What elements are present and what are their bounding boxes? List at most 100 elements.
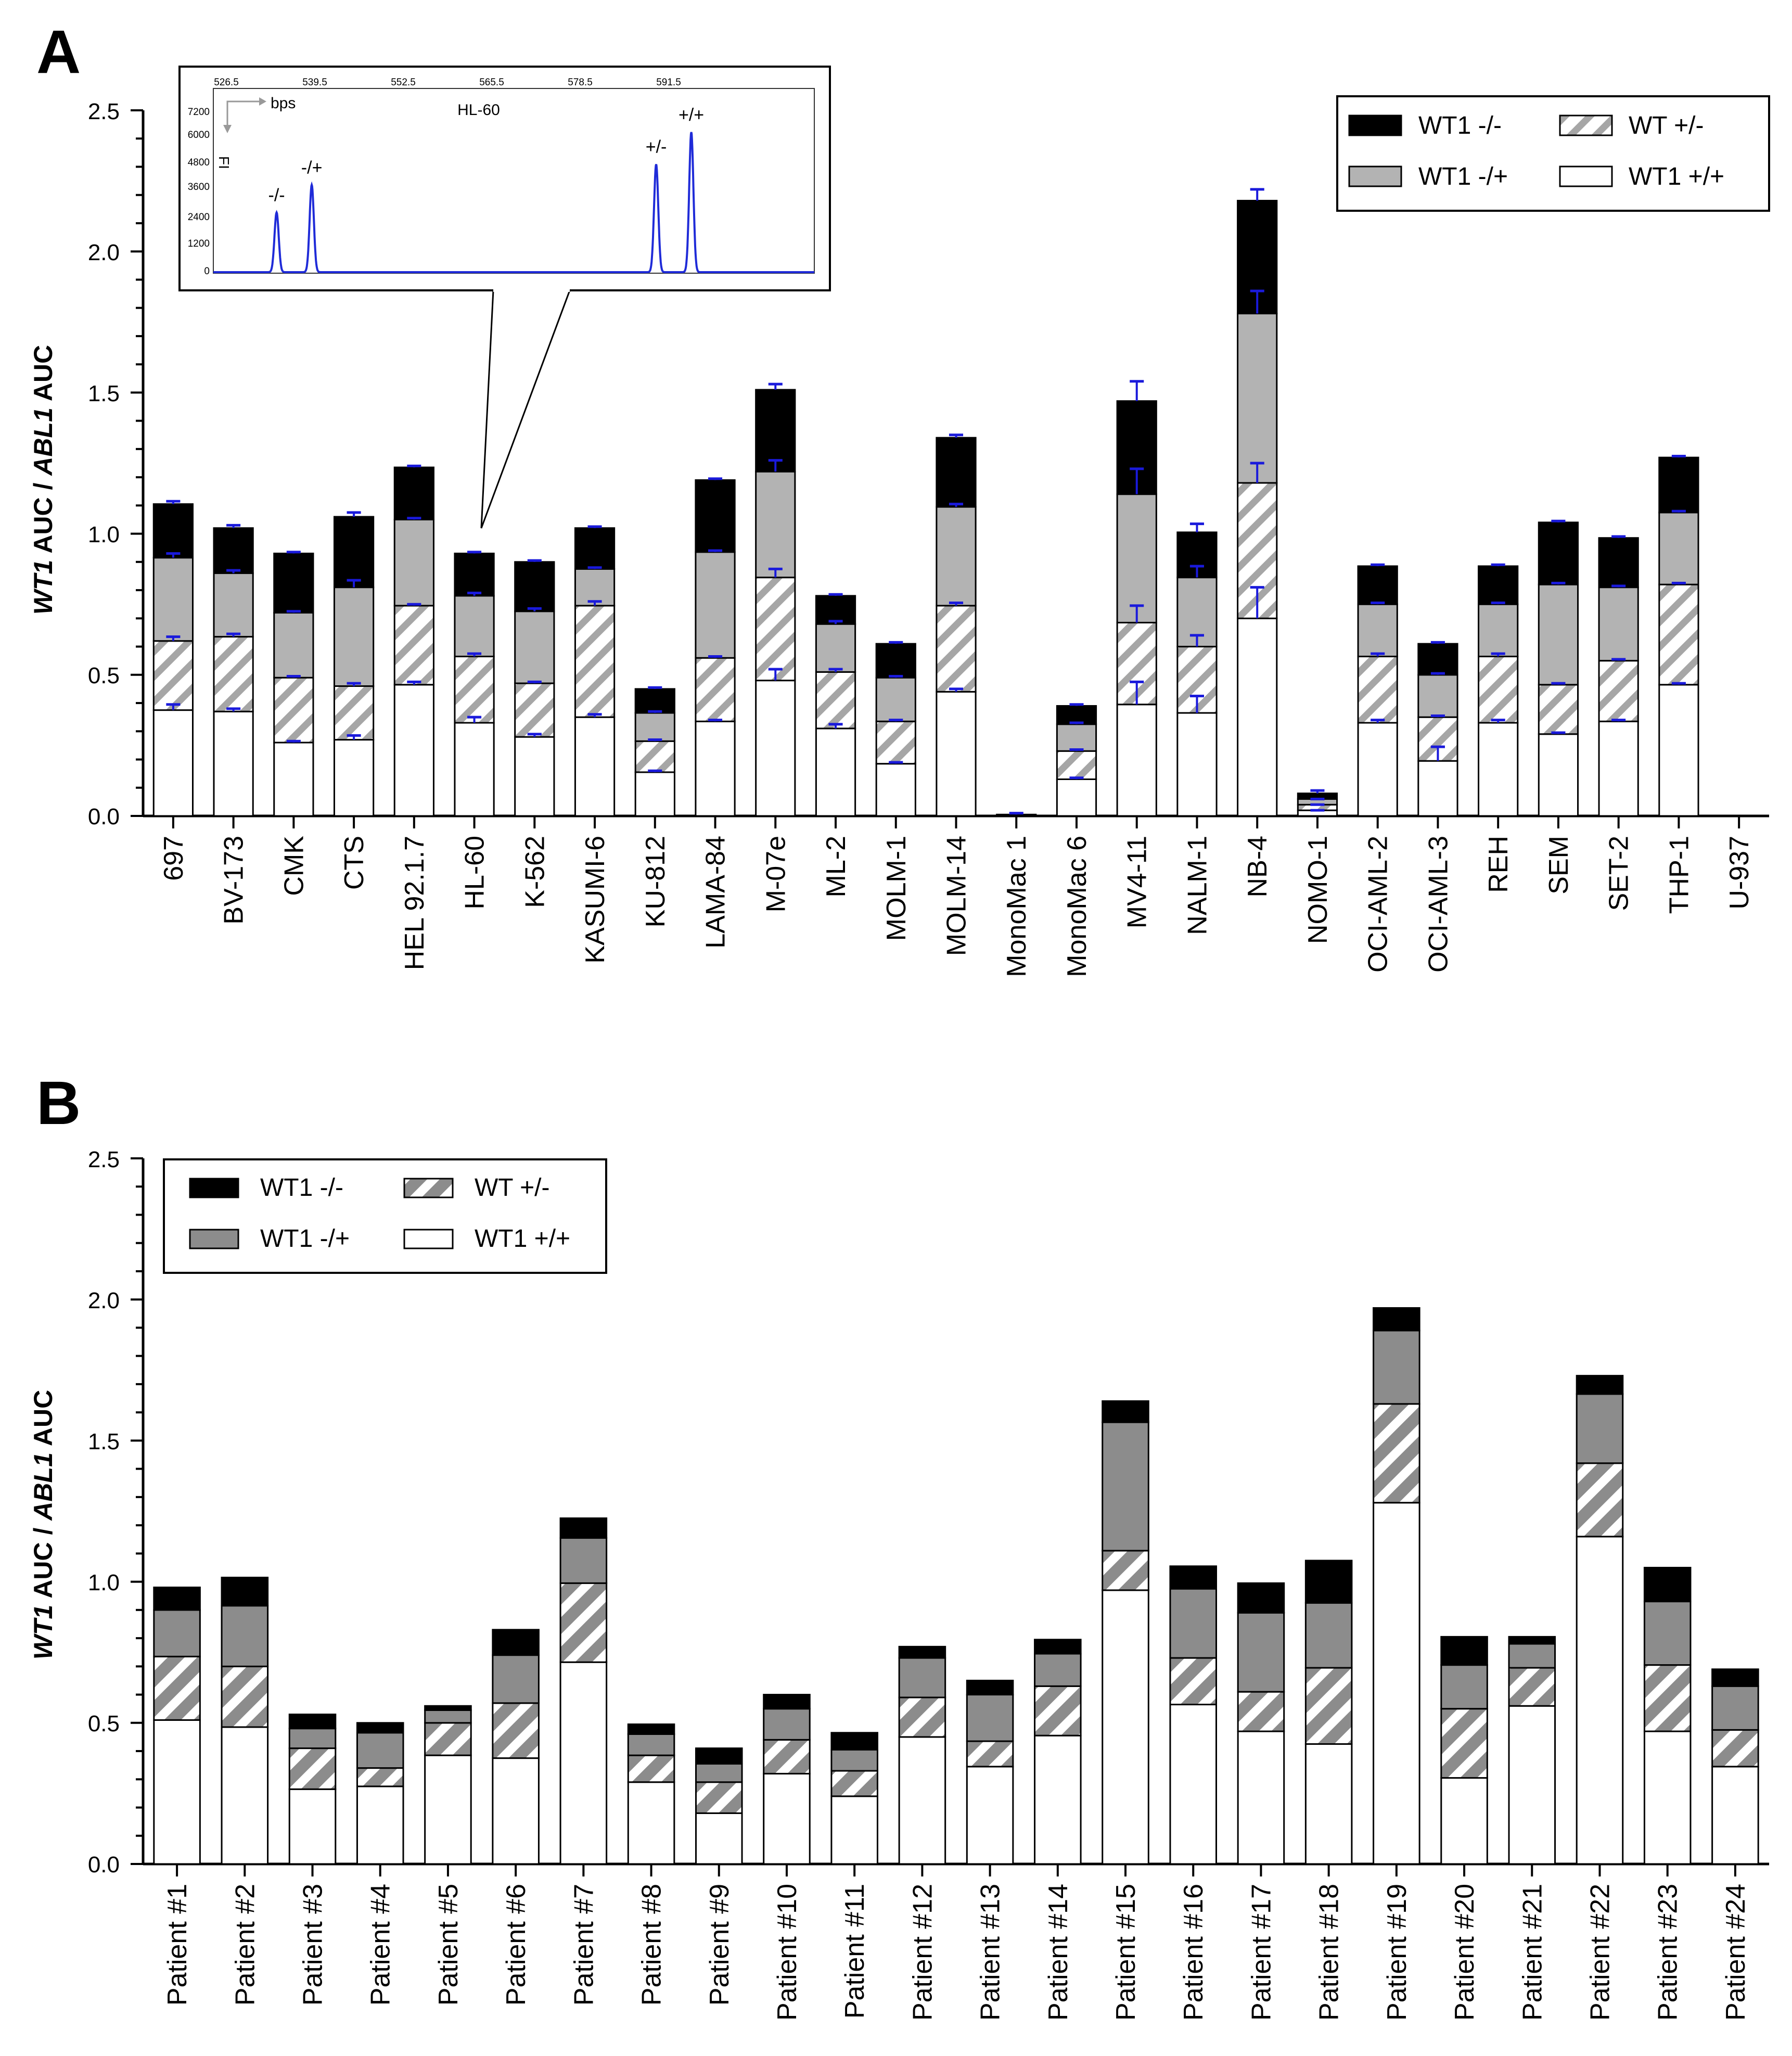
bar-segment-wt-plus-minus [1598,660,1639,722]
bar-segment-wt-plus-minus [1643,1664,1692,1732]
bar-segment-wt1-plus-plus [898,1736,946,1865]
inset-x-tick: 552.5 [391,77,416,88]
bar-segment-wt-plus-minus [1658,583,1699,686]
bar-segment-wt1-minus-minus [1056,705,1097,725]
inset-x-unit: bps [271,95,296,112]
panel-a-letter: A [36,18,81,86]
bar-segment-wt1-minus-minus [273,553,314,614]
bar-segment-wt1-minus-minus [996,813,1037,817]
bar-segment-wt-plus-minus [755,577,796,682]
bar-segment-wt-plus-minus [393,605,434,686]
bar-segment-wt-plus-minus [1576,1462,1624,1538]
bar-segment-wt1-plus-plus [830,1795,878,1865]
bar-segment-wt1-plus-plus [1643,1730,1692,1865]
bar-segment-wt1-minus-plus [288,1728,337,1749]
y-tick-label: 2.5 [88,99,120,124]
x-tick-label: Patient #19 [1382,1884,1412,2021]
bar-segment-wt-plus-minus [221,1665,269,1728]
bar-segment-wt-plus-minus [492,1702,540,1759]
bar-segment-wt1-minus-minus [213,527,254,574]
bar-segment-wt1-minus-plus [755,470,796,579]
bar-segment-wt-plus-minus [152,640,194,711]
bar-segment-wt1-minus-plus [815,623,856,673]
arrow-down-icon [223,125,232,133]
bar-segment-wt-plus-minus [875,720,916,765]
legend-label: WT1 -/+ [260,1225,350,1253]
bar-segment-wt1-plus-plus [634,771,675,817]
inset-peak-label: -/+ [301,158,323,177]
x-tick-label: KASUMI-6 [580,836,610,964]
bar-segment-wt1-minus-plus [1056,723,1097,752]
inset-trace [213,132,814,273]
bar-segment-wt-plus-minus [830,1770,878,1797]
inset-y-tick: 0 [204,266,210,277]
legend-label: WT1 -/- [1418,112,1502,139]
bar-segment-wt1-minus-plus [1508,1643,1556,1669]
inset-axis-arrows [226,100,260,126]
bar-segment-wt1-minus-plus [1658,512,1699,585]
bar-segment-wt-plus-minus [1304,1667,1353,1745]
x-tick-label: Patient #2 [230,1884,260,2006]
bar-segment-wt-plus-minus [936,605,977,693]
bar-segment-wt1-minus-plus [1478,603,1519,658]
bar-segment-wt1-minus-plus [1643,1601,1692,1666]
bar-segment-wt1-minus-minus [333,516,375,589]
inset-peak-labels: -/- -/+ +/- +/+ [268,105,705,205]
y-tick-label: 0.0 [88,1852,120,1878]
inset-electropherogram: 526.5 539.5 552.5 565.5 578.5 591.5 7200… [178,66,831,529]
x-tick-label: MonoMac 1 [1002,836,1032,977]
x-tick-label: REH [1483,836,1514,893]
bar-segment-wt1-minus-minus [1440,1636,1488,1666]
y-tick-label: 1.0 [88,1570,120,1595]
bar-segment-wt1-plus-plus [1373,1502,1420,1865]
bar-segment-wt-plus-minus [898,1696,946,1738]
legend-label: WT +/- [475,1174,549,1202]
bar-segment-wt-plus-minus [333,685,375,741]
x-tick-label: HL-60 [460,836,490,910]
bar-segment-wt1-minus-minus [153,1586,201,1611]
bar-segment-wt1-minus-minus [393,466,434,520]
panel-a-legend: WT1 -/- WT +/- WT1 -/+ WT1 +/+ [1336,95,1770,212]
bar-segment-wt-plus-minus [1056,750,1097,780]
bar-segment-wt1-minus-minus [1598,537,1639,589]
bar-segment-wt1-minus-minus [221,1576,269,1607]
bar-segment-wt-plus-minus [574,605,616,718]
bar-segment-wt1-plus-plus [966,1766,1014,1865]
bar-segment-wt1-plus-plus [221,1726,269,1865]
bar-segment-wt1-plus-plus [1176,712,1218,817]
y-tick-label: 1.0 [88,522,120,547]
x-tick-label: Patient #21 [1517,1884,1547,2021]
bar-segment-wt1-plus-plus [393,684,434,817]
bar-segment-wt1-plus-plus [875,763,916,817]
bar-segment-wt1-minus-minus [1417,643,1458,676]
bar-segment-wt-plus-minus [514,682,555,738]
panel-b-bars [153,1307,1759,1865]
bar-segment-wt1-minus-plus [153,1609,201,1657]
x-tick-label: NOMO-1 [1303,836,1333,944]
x-tick-label: SET-2 [1604,836,1634,911]
bar-segment-wt-plus-minus [424,1722,472,1756]
legend-swatch-wt1-minus-minus [189,1178,239,1198]
legend-label: WT1 +/+ [475,1225,570,1253]
panel-a-y-axis: 0.0 0.5 1.0 1.5 2.0 2.5 [88,99,120,829]
x-tick-label: K-562 [520,836,550,908]
x-tick-label: Patient #8 [637,1884,667,2006]
bar-segment-wt1-minus-plus [1102,1421,1149,1552]
bar-segment-wt-plus-minus [695,657,736,722]
x-tick-label: Patient #17 [1246,1884,1276,2021]
bar-segment-wt-plus-minus [1237,1691,1285,1732]
bar-segment-wt1-minus-minus [1102,1400,1149,1423]
bar-segment-wt-plus-minus [1169,1657,1217,1706]
x-tick-label: Patient #5 [433,1884,464,2006]
bar-segment-wt1-minus-plus [1304,1602,1353,1669]
bar-segment-wt1-minus-minus [763,1694,811,1710]
bar-segment-wt1-minus-plus [333,586,375,687]
bar-segment-wt1-minus-minus [1169,1565,1217,1590]
x-tick-label: Patient #13 [976,1884,1006,2021]
inset-y-tick: 1200 [188,238,210,249]
bar-segment-wt1-plus-plus [1056,778,1097,817]
x-tick-label: HEL 92.1.7 [400,836,430,970]
bar-segment-wt-plus-minus [1440,1708,1488,1779]
inset-x-tick: 578.5 [568,77,593,88]
bar-segment-wt1-minus-minus [152,503,194,559]
